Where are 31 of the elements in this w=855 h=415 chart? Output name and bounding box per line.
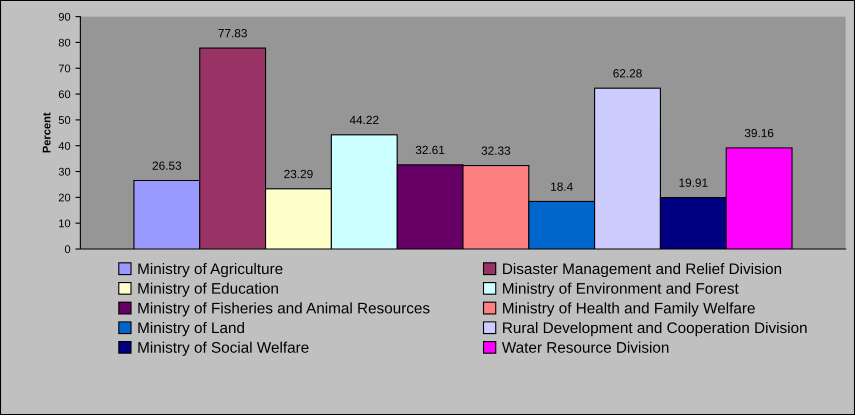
y-tick-label: 70 (58, 64, 70, 72)
legend-label: Rural Development and Cooperation Division (503, 322, 807, 336)
data-label: 32.61 (416, 146, 444, 154)
data-label: 32.33 (482, 146, 510, 155)
legend-label: Ministry of Health and Family Welfare (503, 302, 755, 317)
legend-label: Ministry of Education (138, 282, 278, 297)
y-tick-label: 30 (58, 168, 70, 176)
y-tick-label: 80 (58, 38, 70, 47)
legend-label: Ministry of Environment and Forest (503, 282, 739, 297)
data-label: 18.4 (551, 182, 573, 191)
legend-label: Ministry of Agriculture (138, 262, 282, 278)
data-label: 62.28 (613, 69, 642, 78)
data-label: 44.22 (350, 116, 378, 124)
y-tick-label: 90 (58, 12, 70, 21)
data-label: 23.29 (284, 170, 313, 178)
y-tick-label: 10 (59, 219, 70, 228)
data-label: 26.53 (152, 161, 182, 170)
legend-label: Water Resource Division (502, 342, 668, 353)
y-axis-title: Percent (42, 112, 51, 152)
y-tick-label: 20 (58, 194, 70, 202)
y-tick-label: 40 (58, 142, 70, 150)
y-tick-label: 50 (58, 116, 70, 124)
y-tick-label: 60 (58, 90, 70, 98)
legend-label: Ministry of Land (138, 322, 244, 336)
data-label: 39.16 (744, 128, 774, 138)
data-label: 77.83 (218, 29, 247, 38)
legend-label: Disaster Management and Relief Division (503, 262, 782, 278)
legend-label: Ministry of Social Welfare (138, 342, 309, 356)
legend-label: Ministry of Fisheries and Animal Resources (138, 302, 430, 317)
y-tick-label: 0 (64, 245, 70, 254)
data-label: 19.91 (679, 178, 708, 187)
